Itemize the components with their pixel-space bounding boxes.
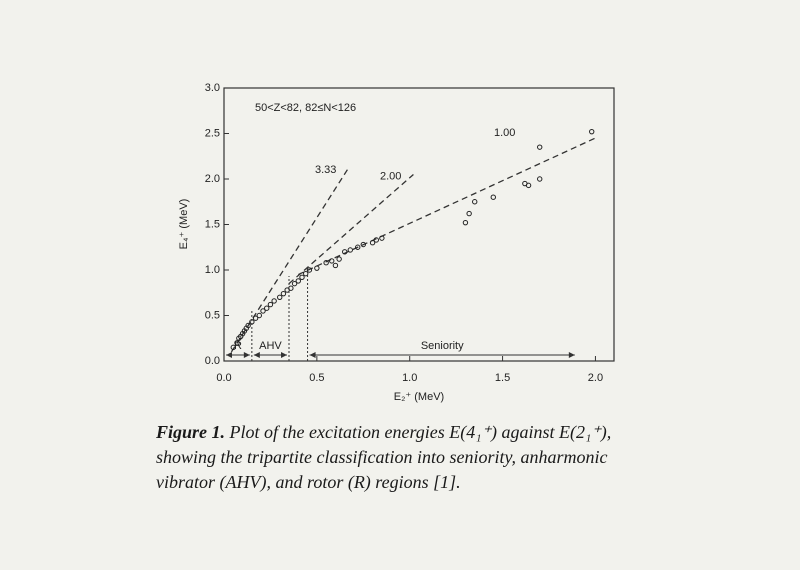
arrow-head xyxy=(281,352,287,358)
data-point xyxy=(295,278,301,284)
data-point xyxy=(303,270,309,277)
y-tick-label: 2.5 xyxy=(205,127,220,139)
caption-label: Figure 1. xyxy=(156,422,226,442)
y-tick-label: 2.0 xyxy=(205,173,220,185)
data-point xyxy=(589,128,595,135)
data-point xyxy=(264,305,270,311)
y-tick-label: 0.5 xyxy=(205,309,220,321)
x-tick-label: 1.5 xyxy=(495,372,510,384)
x-tick-label: 0.5 xyxy=(309,372,324,384)
ratio-label: 2.00 xyxy=(380,170,401,182)
ratio-label: 3.33 xyxy=(315,164,336,176)
data-point xyxy=(490,194,496,200)
data-point xyxy=(323,260,329,266)
x-tick-label: 0.0 xyxy=(216,372,231,384)
data-point xyxy=(256,312,262,319)
arrow-head xyxy=(226,352,232,358)
data-point xyxy=(342,249,348,255)
y-axis-label: E₄⁺ (MeV) xyxy=(178,199,190,250)
ratio-label: 1.00 xyxy=(494,127,515,139)
y-tick-label: 0.0 xyxy=(205,355,220,367)
data-point xyxy=(271,298,277,304)
data-point xyxy=(277,294,283,300)
arrow-head xyxy=(243,352,250,358)
data-point xyxy=(252,315,259,321)
data-point xyxy=(234,340,240,346)
x-tick-label: 1.0 xyxy=(402,372,417,384)
data-point xyxy=(314,265,320,271)
data-point xyxy=(373,237,379,243)
plot-frame xyxy=(223,87,615,362)
data-point xyxy=(280,290,287,297)
annotation: 50<Z<82, 82≤N<126 xyxy=(255,102,356,114)
data-point xyxy=(525,182,532,189)
ratio-line xyxy=(288,173,414,285)
caption-text: Plot of the excitation energies E(4₁⁺) a… xyxy=(156,422,612,492)
region-label: Seniority xyxy=(421,340,464,352)
data-point xyxy=(472,199,478,205)
caption: Figure 1. Plot of the excitation energie… xyxy=(156,420,656,495)
data-point xyxy=(336,256,342,262)
arrow-head xyxy=(309,352,316,358)
data-point xyxy=(537,144,543,150)
arrow-head xyxy=(253,352,260,358)
ratio-line xyxy=(230,167,349,353)
data-point xyxy=(306,267,313,273)
x-axis-label: E₂⁺ (MeV) xyxy=(394,391,444,403)
chart: 50<Z<82, 82≤N<126 E₂⁺ (MeV) E₄⁺ (MeV) 0.… xyxy=(178,82,615,403)
data-point xyxy=(379,235,385,241)
data-point xyxy=(230,344,236,351)
data-point xyxy=(332,262,339,269)
region-label: AHV xyxy=(259,340,282,352)
data-point xyxy=(537,176,543,182)
data-point xyxy=(260,308,266,314)
x-tick-label: 2.0 xyxy=(588,372,603,384)
data-point xyxy=(369,240,376,246)
region-label: R xyxy=(234,340,242,352)
data-point xyxy=(462,219,469,226)
data-point xyxy=(267,301,274,308)
data-point xyxy=(360,241,366,248)
data-point xyxy=(245,322,251,329)
data-point xyxy=(355,244,361,250)
y-tick-label: 1.5 xyxy=(205,218,220,230)
data-point xyxy=(291,280,298,287)
data-point xyxy=(299,274,305,280)
data-point xyxy=(347,247,353,253)
ratio-line xyxy=(298,137,596,276)
y-tick-label: 1.0 xyxy=(205,264,220,276)
y-tick-label: 3.0 xyxy=(205,82,220,94)
data-point xyxy=(466,210,472,217)
arrow-head xyxy=(568,352,575,358)
data-point xyxy=(329,258,335,264)
